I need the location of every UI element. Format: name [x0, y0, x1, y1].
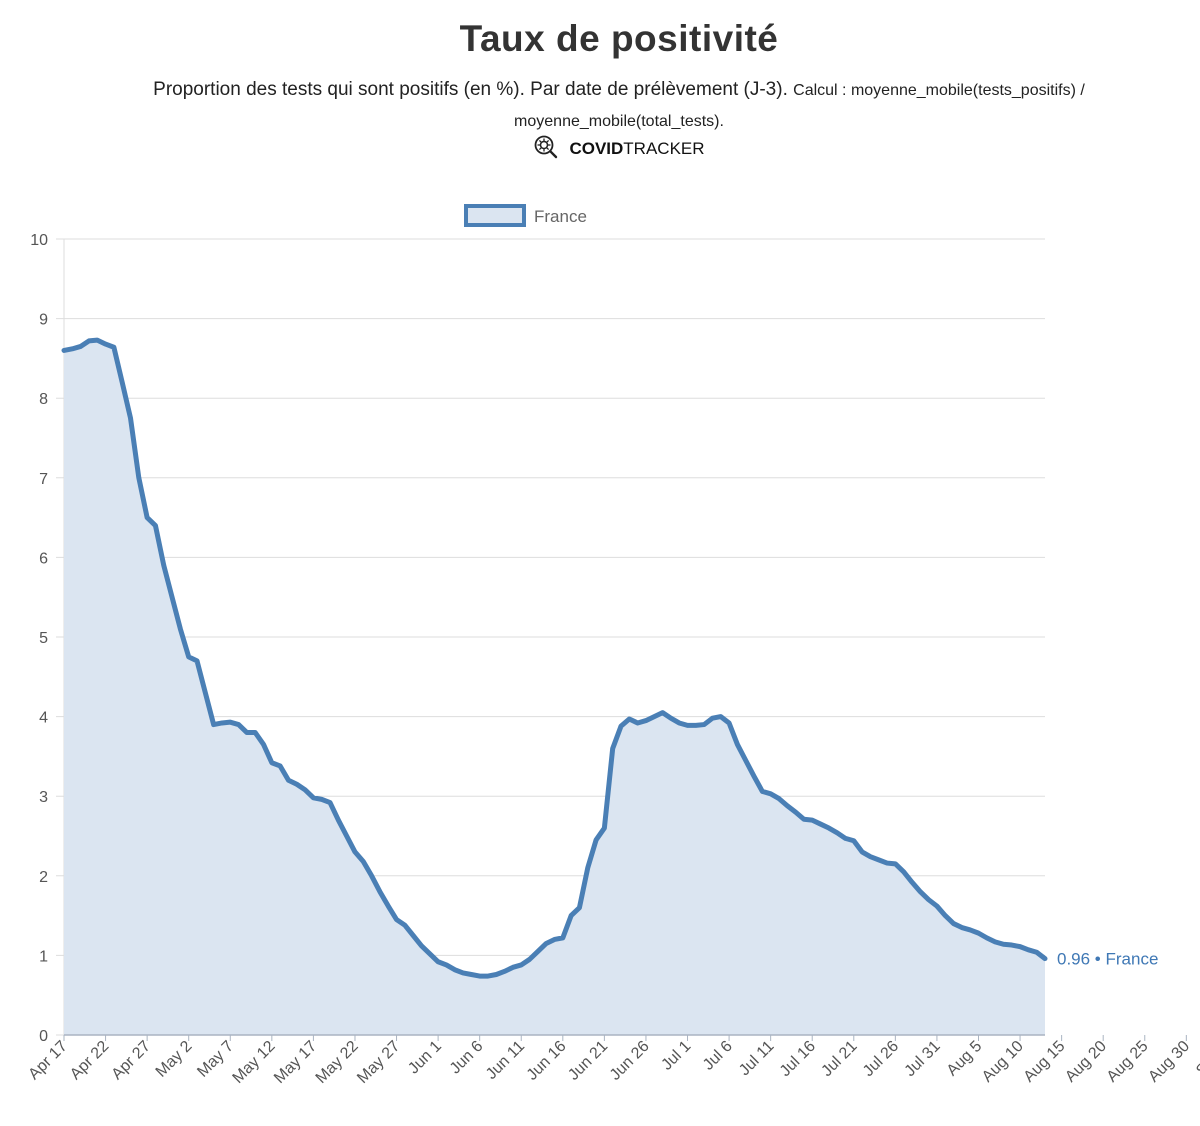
end-label: 0.96 • France [1057, 950, 1158, 969]
legend-label-france[interactable]: France [534, 207, 587, 226]
x-tick-label: Jul 21 [818, 1038, 860, 1080]
x-tick-label: Jun 21 [565, 1038, 611, 1084]
x-tick-label: Jun 6 [447, 1038, 487, 1078]
x-tick-label: Jun 11 [483, 1038, 528, 1083]
chart-title: Taux de positivité [459, 18, 779, 59]
x-tick-label: Aug 20 [1062, 1038, 1110, 1086]
brand-covidtracker[interactable]: COVIDTRACKER [0, 134, 1200, 165]
y-tick-label: 1 [39, 948, 48, 965]
y-tick-label: 7 [39, 471, 48, 488]
x-tick-label: Aug 10 [979, 1038, 1027, 1086]
subtitle-main: Proportion des tests qui sont positifs (… [153, 79, 788, 100]
legend-swatch-france[interactable] [464, 204, 526, 227]
x-tick-label: Jul 1 [658, 1038, 694, 1074]
brand-bold-text: COVID [569, 138, 624, 158]
x-tick-label: Sep 4 [1193, 1038, 1200, 1080]
end-value-label: 0.96 • France [1057, 950, 1158, 969]
x-tick-label: Apr 17 [25, 1038, 70, 1083]
y-tick-label: 0 [39, 1028, 48, 1045]
y-tick-label: 6 [39, 550, 48, 567]
y-tick-label: 8 [39, 391, 48, 408]
series-line-france[interactable] [61, 337, 1048, 979]
x-tick-label: Jul 16 [777, 1038, 819, 1080]
x-tick-label: Apr 22 [67, 1038, 112, 1083]
x-tick-label: May 2 [153, 1038, 196, 1081]
x-tick-label: Jul 26 [860, 1038, 902, 1080]
magnifier-virus-icon [533, 134, 561, 165]
x-tick-label: Jun 26 [607, 1038, 653, 1084]
x-tick-label: Apr 27 [109, 1038, 154, 1083]
x-tick-label: May 22 [313, 1038, 362, 1087]
y-tick-label: 2 [39, 869, 48, 886]
series-fill-france [64, 340, 1045, 1036]
subtitle-calc-line-1: Calcul : moyenne_mobile(tests_positifs) … [793, 82, 1085, 99]
x-tick-label: Aug 15 [1021, 1038, 1069, 1086]
x-tick-label: Jul 11 [736, 1038, 777, 1079]
y-tick-label: 9 [39, 312, 48, 329]
legend[interactable]: France [464, 204, 587, 227]
x-tick-label: May 27 [354, 1038, 403, 1087]
x-tick-label: May 17 [271, 1038, 320, 1087]
series-area [61, 337, 1048, 1036]
subtitle-calc-line-2: moyenne_mobile(total_tests). [514, 113, 724, 130]
y-tick-label: 10 [30, 232, 48, 249]
brand-rest-text: TRACKER [623, 138, 705, 158]
x-tick-label: May 12 [230, 1038, 279, 1087]
x-tick-label: Jun 1 [405, 1038, 445, 1078]
y-axis: 0 1 2 3 4 5 6 7 8 9 10 [30, 232, 48, 1045]
x-tick-label: Jul 31 [902, 1038, 944, 1080]
x-tick-label: Aug 25 [1104, 1038, 1152, 1086]
y-tick-label: 3 [39, 789, 48, 806]
y-tick-label: 5 [39, 630, 48, 647]
x-tick-label: Jul 6 [700, 1038, 736, 1074]
y-tick-label: 4 [39, 710, 48, 727]
x-tick-label: Jun 16 [524, 1038, 570, 1084]
x-tick-label: Aug 30 [1145, 1038, 1193, 1086]
chart-subtitle: Proportion des tests qui sont positifs (… [60, 75, 1178, 137]
